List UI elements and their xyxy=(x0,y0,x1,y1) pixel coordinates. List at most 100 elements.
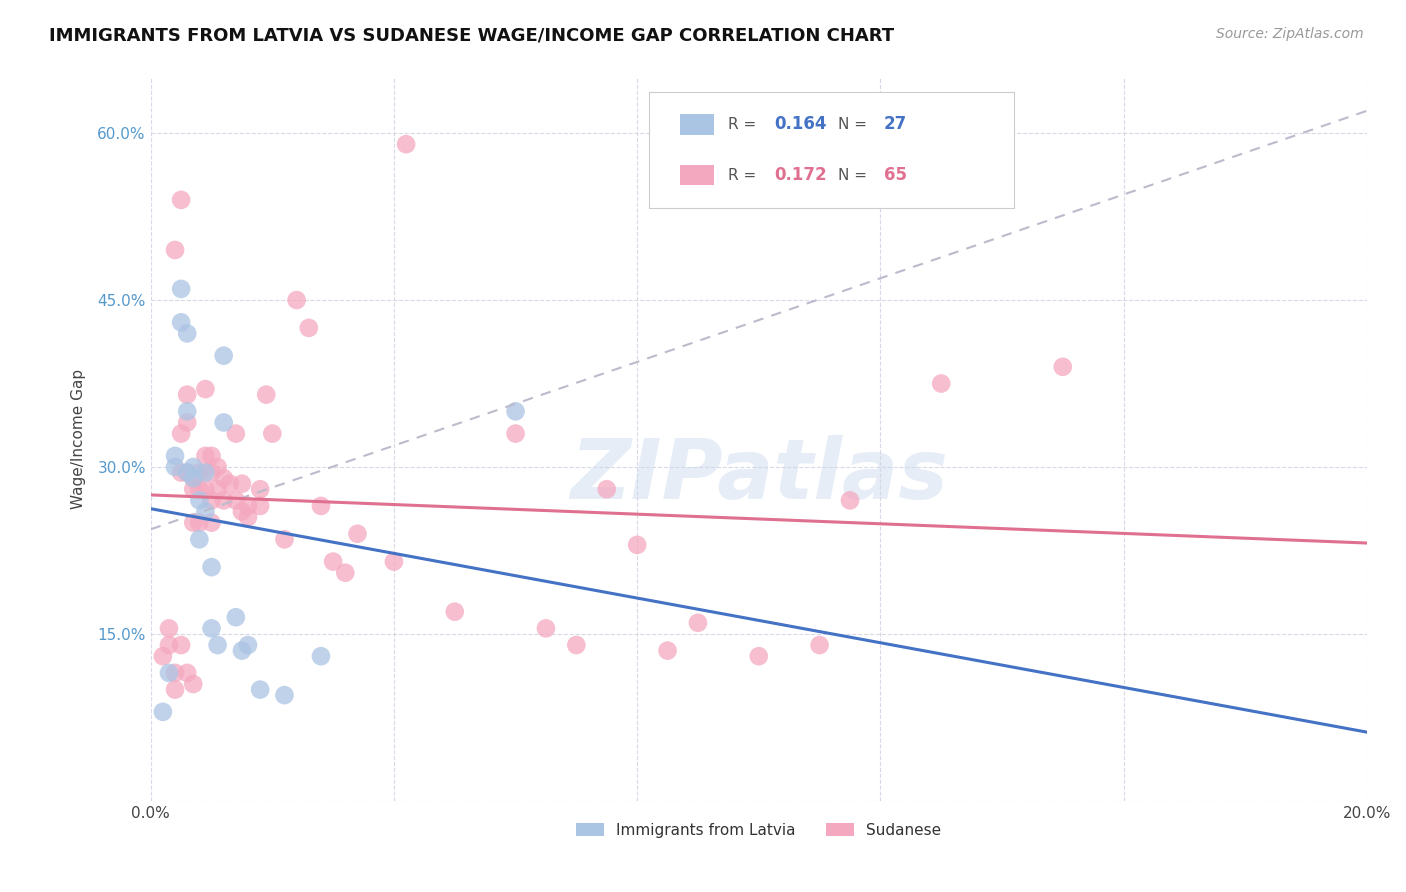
Point xyxy=(236,499,259,513)
Point xyxy=(236,638,259,652)
Point xyxy=(188,533,211,547)
Text: 0.172: 0.172 xyxy=(775,166,827,184)
Point xyxy=(839,493,862,508)
Point xyxy=(626,538,648,552)
Point xyxy=(225,610,247,624)
Point xyxy=(152,705,174,719)
Point xyxy=(395,137,418,152)
Point xyxy=(194,482,217,496)
Point xyxy=(534,621,557,635)
Legend: Immigrants from Latvia, Sudanese: Immigrants from Latvia, Sudanese xyxy=(571,816,948,844)
Point xyxy=(218,476,240,491)
Point xyxy=(309,499,332,513)
Text: 65: 65 xyxy=(884,166,907,184)
Point xyxy=(163,243,186,257)
Point xyxy=(188,493,211,508)
Point xyxy=(382,555,405,569)
Point xyxy=(200,449,222,463)
Point xyxy=(231,504,253,518)
Point xyxy=(176,665,198,680)
Point xyxy=(152,649,174,664)
Point xyxy=(170,466,193,480)
Point xyxy=(505,426,527,441)
Text: ZIPatlas: ZIPatlas xyxy=(569,434,948,516)
Text: N =: N = xyxy=(838,117,872,132)
Point xyxy=(1052,359,1074,374)
Point xyxy=(194,382,217,396)
Point xyxy=(207,460,229,475)
Point xyxy=(657,643,679,657)
Point xyxy=(170,426,193,441)
Point xyxy=(176,466,198,480)
Point xyxy=(249,499,271,513)
Point xyxy=(157,621,180,635)
Point xyxy=(200,493,222,508)
Point xyxy=(194,466,217,480)
Point xyxy=(163,460,186,475)
Point xyxy=(236,510,259,524)
Point xyxy=(188,516,211,530)
Point xyxy=(686,615,709,630)
Point xyxy=(273,688,295,702)
Point xyxy=(188,482,211,496)
Point xyxy=(181,516,204,530)
Point xyxy=(188,466,211,480)
Point xyxy=(163,682,186,697)
Point xyxy=(163,449,186,463)
Point xyxy=(212,471,235,485)
Point xyxy=(170,638,193,652)
Point xyxy=(176,466,198,480)
Text: 0.164: 0.164 xyxy=(775,115,827,134)
Point xyxy=(929,376,952,391)
Point xyxy=(249,482,271,496)
Point xyxy=(170,282,193,296)
Point xyxy=(200,516,222,530)
Point xyxy=(181,677,204,691)
Point xyxy=(596,482,619,496)
Point xyxy=(231,476,253,491)
Point xyxy=(335,566,357,580)
Point xyxy=(176,404,198,418)
Point xyxy=(207,638,229,652)
FancyBboxPatch shape xyxy=(679,165,714,186)
Text: N =: N = xyxy=(838,168,872,183)
Point xyxy=(170,315,193,329)
Point xyxy=(181,471,204,485)
Point xyxy=(322,555,344,569)
Point xyxy=(157,665,180,680)
FancyBboxPatch shape xyxy=(679,114,714,135)
Point xyxy=(163,665,186,680)
Point xyxy=(273,533,295,547)
Point xyxy=(346,526,368,541)
Point xyxy=(176,416,198,430)
Text: R =: R = xyxy=(728,168,762,183)
Point xyxy=(285,293,308,307)
Y-axis label: Wage/Income Gap: Wage/Income Gap xyxy=(72,369,86,509)
Point xyxy=(194,449,217,463)
Point xyxy=(808,638,831,652)
Point xyxy=(254,387,277,401)
Point xyxy=(225,426,247,441)
Point xyxy=(194,504,217,518)
Point xyxy=(212,349,235,363)
Point xyxy=(212,416,235,430)
Point xyxy=(225,493,247,508)
Text: R =: R = xyxy=(728,117,762,132)
Point xyxy=(176,326,198,341)
Point xyxy=(298,321,321,335)
Point xyxy=(212,493,235,508)
Point xyxy=(207,482,229,496)
Point xyxy=(200,621,222,635)
Point xyxy=(170,193,193,207)
Point xyxy=(200,560,222,574)
Point xyxy=(309,649,332,664)
Point xyxy=(181,482,204,496)
Point xyxy=(181,471,204,485)
Point xyxy=(565,638,588,652)
Point xyxy=(231,643,253,657)
Text: 27: 27 xyxy=(884,115,907,134)
Point xyxy=(200,466,222,480)
Point xyxy=(443,605,465,619)
Point xyxy=(181,460,204,475)
Point xyxy=(262,426,284,441)
